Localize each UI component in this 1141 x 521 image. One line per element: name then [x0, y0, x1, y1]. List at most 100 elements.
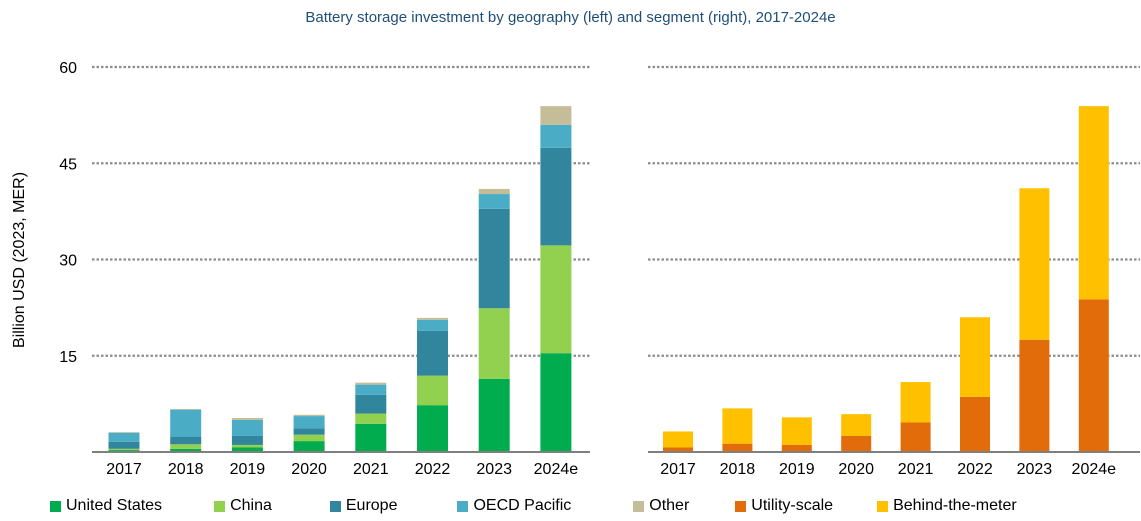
legend-swatch: [214, 500, 226, 512]
bar-united-states: [540, 353, 572, 452]
x-tick-label: 2023: [1017, 461, 1053, 478]
x-tick-label: 2019: [230, 461, 266, 478]
legend-label: Behind-the-meter: [893, 497, 1017, 514]
bar-utility-scale: [1078, 299, 1109, 452]
bar-europe: [293, 428, 325, 435]
y-tick-label: 60: [59, 60, 77, 77]
legend-item: United States: [50, 497, 162, 515]
bar-china: [231, 444, 263, 448]
legend: United States China Europe OECD Pacific Othe…: [50, 497, 1017, 515]
bar-oecd-pacific: [540, 124, 572, 148]
x-tick-label: 2018: [168, 461, 204, 478]
bar-china: [417, 375, 448, 406]
x-tick-label: 2024e: [534, 461, 579, 478]
bar-behind-the-meter: [841, 414, 872, 436]
bar-china: [293, 434, 325, 442]
bar-behind-the-meter: [1019, 188, 1050, 340]
bar-oecd-pacific: [293, 416, 325, 429]
legend-label: OECD Pacific: [473, 497, 572, 514]
legend-label: Utility-scale: [751, 497, 834, 514]
x-tick-label: 2024e: [1072, 461, 1117, 478]
legend-item: OECD Pacific: [457, 497, 571, 515]
x-tick-label: 2023: [476, 461, 512, 478]
legend-swatch: [877, 500, 889, 512]
bar-behind-the-meter: [781, 417, 812, 445]
legend-label: Other: [649, 497, 690, 514]
legend-item: Behind-the-meter: [877, 497, 1017, 515]
x-tick-label: 2020: [291, 461, 327, 478]
bar-oecd-pacific: [170, 409, 202, 437]
bar-united-states: [355, 423, 387, 452]
legend-swatch: [50, 500, 61, 512]
bar-united-states: [293, 441, 325, 452]
bar-utility-scale: [781, 444, 812, 452]
bar-china: [170, 444, 202, 449]
bar-europe: [355, 394, 387, 414]
bar-utility-scale: [1019, 339, 1050, 452]
legend-swatch: [633, 500, 645, 512]
bar-europe: [170, 436, 202, 445]
legend-label: Europe: [345, 497, 398, 514]
y-axis-label: Billion USD (2023, MER): [11, 172, 28, 348]
y-tick-label: 45: [59, 156, 77, 173]
bar-oecd-pacific: [108, 432, 140, 442]
bar-other: [417, 317, 448, 320]
x-tick-label: 2021: [353, 461, 389, 478]
legend-swatch: [329, 500, 341, 512]
bar-behind-the-meter: [960, 317, 990, 397]
bar-behind-the-meter: [663, 431, 693, 448]
bar-europe: [231, 435, 263, 445]
bar-other: [293, 414, 325, 417]
bar-utility-scale: [960, 396, 990, 452]
bar-united-states: [478, 378, 510, 452]
bar-china: [478, 308, 510, 379]
bar-behind-the-meter: [722, 408, 753, 444]
bar-behind-the-meter: [1078, 106, 1109, 300]
x-tick-label: 2020: [838, 461, 874, 478]
bar-other: [355, 382, 387, 385]
bar-utility-scale: [722, 443, 753, 452]
legend-item: China: [214, 497, 272, 515]
bar-china: [108, 448, 140, 451]
bar-oecd-pacific: [355, 384, 387, 395]
legend-item: Europe: [329, 497, 398, 515]
bar-utility-scale: [663, 447, 693, 452]
x-tick-label: 2021: [898, 461, 934, 478]
bar-behind-the-meter: [900, 382, 931, 423]
x-tick-label: 2022: [957, 461, 993, 478]
legend-item: Other: [633, 497, 689, 515]
x-tick-label: 2022: [415, 461, 451, 478]
legend-swatch: [457, 500, 469, 512]
legend-label: China: [230, 497, 272, 514]
bar-other: [540, 106, 572, 125]
bar-oecd-pacific: [417, 319, 448, 331]
x-tick-label: 2017: [660, 461, 696, 478]
bar-utility-scale: [841, 435, 872, 452]
bar-europe: [108, 441, 140, 449]
x-tick-label: 2018: [720, 461, 756, 478]
bar-other: [170, 409, 202, 410]
bar-united-states: [231, 447, 263, 452]
bar-oecd-pacific: [478, 194, 510, 209]
x-tick-label: 2019: [779, 461, 815, 478]
bar-europe: [417, 330, 448, 376]
bar-other: [478, 188, 510, 195]
bar-other: [231, 417, 263, 420]
legend-label: United States: [66, 497, 163, 514]
bar-utility-scale: [900, 422, 931, 452]
chart-title: Battery storage investment by geography …: [305, 9, 836, 26]
bar-europe: [540, 147, 572, 246]
y-tick-label: 30: [59, 253, 77, 270]
bar-united-states: [417, 405, 448, 452]
bar-united-states: [170, 448, 202, 452]
bar-china: [540, 245, 572, 354]
y-tick-label: 15: [59, 349, 77, 366]
legend-item: Utility-scale: [735, 497, 833, 515]
bar-china: [355, 413, 387, 424]
legend-swatch: [735, 500, 747, 512]
bar-europe: [478, 208, 510, 309]
bar-oecd-pacific: [231, 419, 263, 436]
x-tick-label: 2017: [106, 461, 142, 478]
bar-other: [108, 432, 140, 433]
